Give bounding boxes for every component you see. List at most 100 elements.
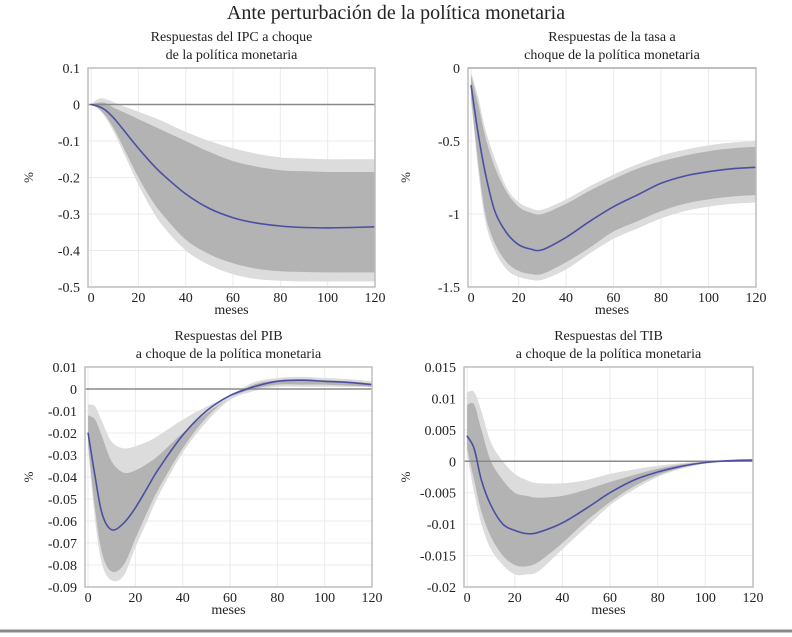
data-point — [158, 467, 160, 469]
chart-panel-1: Respuestas del IPC a choque de la polític… — [21, 30, 386, 318]
chart-panel-3: Respuestas del PIB a choque de la polític… — [21, 329, 383, 618]
data-point — [185, 193, 187, 195]
y-tick-label: -0.03 — [48, 449, 77, 464]
data-point — [529, 248, 532, 250]
chart-title-line2: a choque de la política monetaria — [516, 347, 702, 362]
y-tick-label: 0.01 — [53, 361, 78, 376]
data-point — [114, 118, 116, 120]
chart-title-line1: Respuestas de la tasa a — [548, 30, 676, 45]
y-tick-label: -0.2 — [58, 172, 80, 187]
chart-panel-4: Respuestas del TIB a choque de la polític… — [398, 329, 764, 618]
data-point — [517, 244, 520, 246]
data-point — [589, 220, 591, 222]
data-point — [122, 522, 125, 524]
data-point — [502, 523, 504, 525]
data-point — [657, 471, 659, 473]
chart-title-line2: choque de la política monetaria — [524, 48, 700, 63]
x-tick-label: 20 — [508, 591, 522, 606]
data-point — [731, 168, 733, 170]
data-point — [97, 105, 99, 107]
x-tick-label: 120 — [362, 591, 383, 606]
data-point — [111, 529, 113, 531]
chart-panel-2: Respuestas de la tasa a choque de la polí… — [398, 30, 767, 318]
data-point — [704, 461, 706, 464]
x-tick-label: 100 — [317, 291, 338, 306]
y-tick-label: -0.07 — [48, 537, 77, 552]
x-tick-label: 60 — [223, 591, 237, 606]
data-point — [276, 380, 278, 382]
y-tick-label: -0.005 — [420, 487, 456, 502]
y-tick-label: 0.1 — [63, 62, 81, 77]
x-tick-label: 120 — [746, 291, 767, 306]
y-tick-label: 0.01 — [432, 392, 457, 407]
data-point — [561, 522, 563, 524]
x-tick-label: 40 — [179, 291, 193, 306]
data-point — [541, 249, 543, 251]
data-point — [470, 84, 472, 87]
plot-frame — [467, 67, 757, 288]
data-point — [90, 103, 92, 106]
x-tick-label: 80 — [651, 591, 665, 606]
data-point — [253, 386, 255, 388]
data-point — [347, 381, 349, 383]
data-point — [161, 173, 163, 175]
data-point — [125, 133, 128, 135]
y-tick-label: -0.09 — [48, 581, 77, 596]
data-point — [660, 182, 662, 184]
y-tick-label: -0.06 — [48, 515, 77, 530]
x-tick-label: 100 — [695, 591, 716, 606]
y-tick-label: -1.5 — [438, 281, 460, 296]
y-axis-label: % — [21, 172, 36, 183]
y-tick-label: -0.01 — [427, 518, 456, 533]
data-point — [137, 147, 139, 149]
y-axis-label: % — [398, 471, 413, 482]
x-axis-label: meses — [591, 603, 625, 618]
y-tick-label: -0.02 — [427, 581, 456, 596]
x-axis-label: meses — [595, 303, 629, 318]
data-point — [494, 210, 496, 212]
data-point — [707, 171, 710, 173]
y-tick-label: -0.08 — [48, 559, 77, 574]
y-tick-label: 0 — [70, 383, 77, 398]
y-tick-label: -0.5 — [58, 281, 80, 296]
data-point — [134, 507, 136, 509]
x-tick-label: 100 — [314, 591, 335, 606]
data-point — [609, 492, 611, 494]
inner-confidence-band — [88, 379, 373, 573]
plot-frame — [87, 67, 376, 288]
x-tick-label: 0 — [464, 591, 471, 606]
x-tick-label: 40 — [176, 591, 190, 606]
data-point — [728, 460, 730, 462]
data-point — [300, 379, 302, 381]
y-tick-label: -0.4 — [58, 245, 80, 260]
data-point — [633, 479, 635, 481]
x-tick-label: 100 — [698, 291, 719, 306]
y-axis-label: % — [398, 172, 413, 183]
chart-title-line1: Respuestas del PIB — [174, 329, 282, 344]
x-tick-label: 0 — [88, 291, 95, 306]
data-point — [232, 217, 234, 219]
x-tick-label: 20 — [131, 291, 145, 306]
plot-frame — [463, 366, 754, 588]
x-tick-label: 0 — [468, 291, 475, 306]
data-point — [208, 207, 210, 210]
data-point — [279, 225, 281, 227]
data-point — [101, 513, 103, 516]
data-point — [303, 226, 305, 229]
figure-title: Ante perturbación de la política monetar… — [227, 2, 565, 24]
x-tick-label: 120 — [743, 591, 764, 606]
data-point — [146, 487, 148, 489]
data-point — [484, 172, 486, 174]
data-point — [324, 380, 326, 382]
y-tick-label: 0.015 — [425, 361, 457, 376]
data-point — [565, 236, 567, 238]
x-tick-label: 20 — [128, 591, 142, 606]
y-tick-label: -0.015 — [420, 550, 456, 565]
inner-confidence-band — [467, 402, 753, 567]
data-point — [537, 531, 540, 533]
y-axis-label: % — [21, 471, 36, 482]
y-tick-label: -1 — [448, 208, 460, 223]
y-tick-label: -0.04 — [48, 471, 77, 486]
data-point — [104, 109, 106, 111]
data-point — [612, 206, 615, 208]
